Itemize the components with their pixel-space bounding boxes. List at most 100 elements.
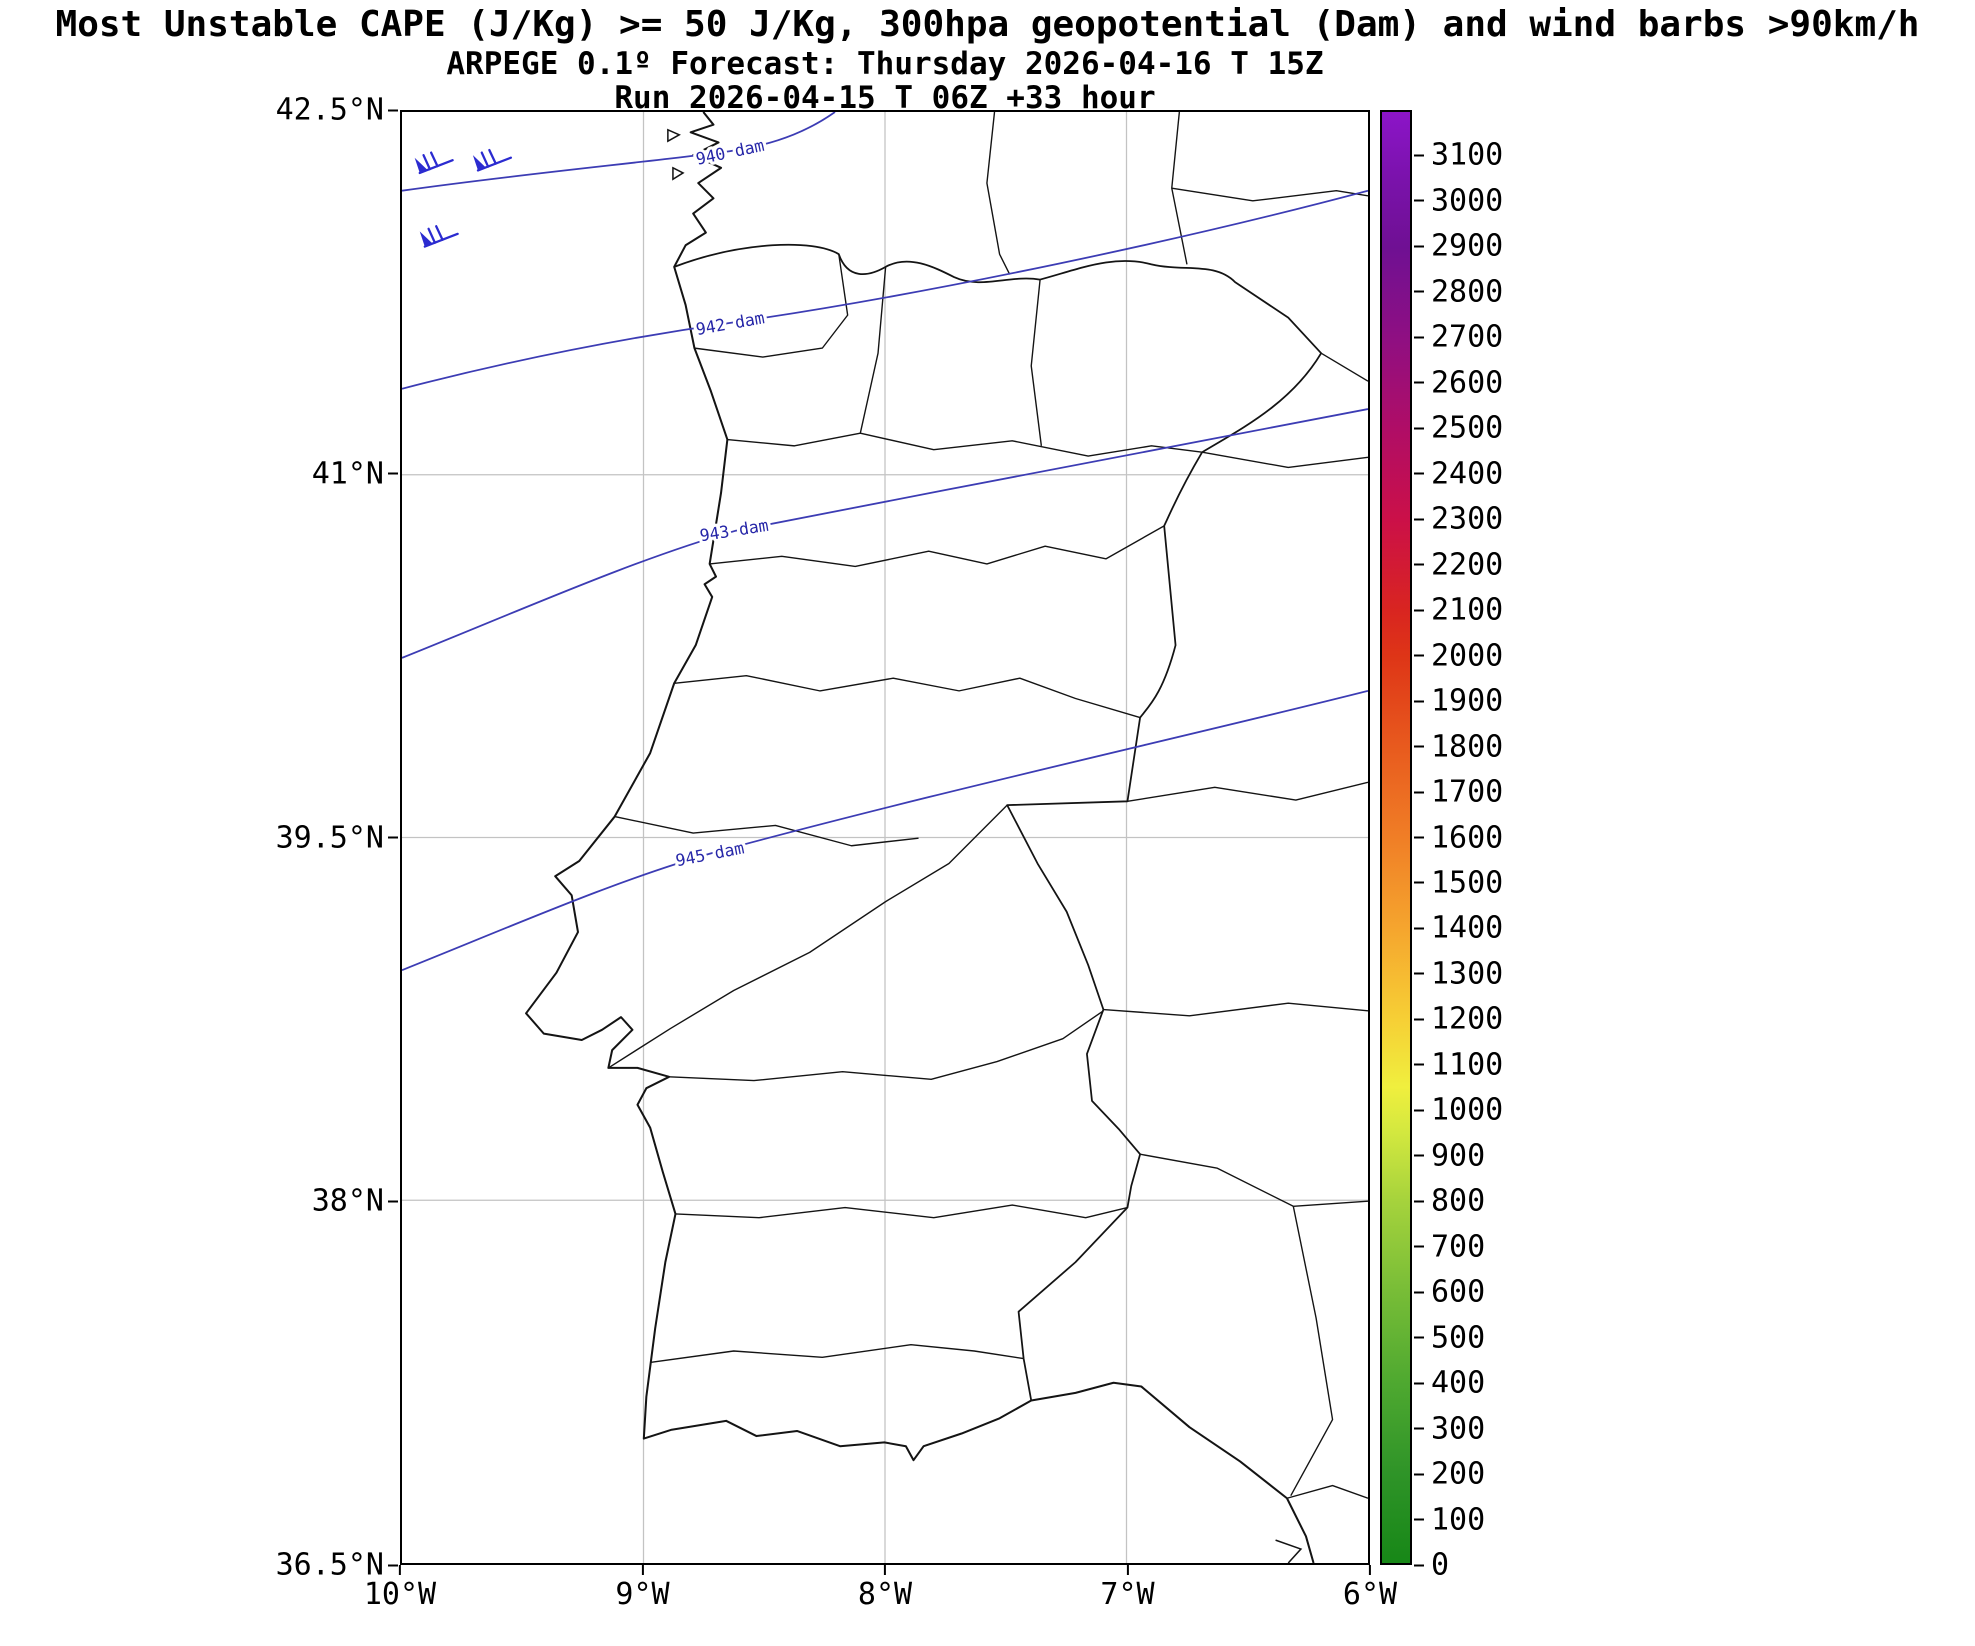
district-boundaries xyxy=(607,112,1368,1499)
lon-tick-label: 6°W xyxy=(1342,1577,1398,1612)
map-plot-area: 940 dam 942 dam 943 dam 945 dam xyxy=(400,110,1370,1565)
lat-tick-label: 41°N xyxy=(311,456,384,492)
colorbar-axis: 0 100 200 300 400 500 600 700 800 900 1000 1100 1200… xyxy=(1414,110,1634,1583)
lon-axis: 10°W 9°W 8°W 7°W 6°W xyxy=(364,1565,1397,1625)
colorbar-tick: 3100 xyxy=(1414,138,1503,173)
colorbar-tick: 1400 xyxy=(1414,911,1503,946)
lat-tick: 36.5°N xyxy=(276,1548,398,1583)
colorbar-tick-label: 500 xyxy=(1431,1320,1486,1356)
colorbar-tick-label: 2700 xyxy=(1431,319,1504,355)
colorbar-tick: 300 xyxy=(1414,1411,1485,1446)
colorbar-tick: 0 xyxy=(1414,1548,1449,1583)
wind-barb xyxy=(472,148,513,172)
colorbar-tick: 400 xyxy=(1414,1366,1485,1401)
colorbar-tick-label: 900 xyxy=(1431,1138,1486,1174)
colorbar-tick: 900 xyxy=(1414,1138,1485,1173)
colorbar-tick: 600 xyxy=(1414,1275,1485,1310)
lon-tick-label: 9°W xyxy=(615,1577,670,1612)
colorbar-tick-label: 3100 xyxy=(1431,137,1504,173)
colorbar-tick: 800 xyxy=(1414,1184,1485,1219)
colorbar-tick-label: 2400 xyxy=(1431,456,1504,492)
colorbar-tick: 3000 xyxy=(1414,183,1503,218)
lat-tick-label: 38°N xyxy=(311,1183,384,1219)
colorbar-tick-label: 1200 xyxy=(1431,1001,1504,1037)
colorbar xyxy=(1380,110,1412,1565)
colorbar-tick: 700 xyxy=(1414,1229,1485,1264)
colorbar-tick: 1800 xyxy=(1414,729,1503,764)
colorbar-tick: 1300 xyxy=(1414,956,1503,991)
colorbar-tick-label: 2900 xyxy=(1431,228,1504,264)
colorbar-tick-mark xyxy=(1414,1473,1424,1476)
contour-943-line xyxy=(402,408,1368,659)
colorbar-tick-mark xyxy=(1414,1427,1424,1430)
colorbar-tick-label: 1100 xyxy=(1431,1047,1504,1083)
colorbar-tick-mark xyxy=(1414,654,1424,657)
wind-barb xyxy=(414,151,454,175)
contour-940-label: 940 dam xyxy=(694,136,766,169)
colorbar-tick-label: 800 xyxy=(1431,1183,1486,1219)
colorbar-tick-mark xyxy=(1414,1336,1424,1339)
contour-942-label: 942 dam xyxy=(694,308,766,339)
colorbar-tick: 1600 xyxy=(1414,820,1503,855)
colorbar-tick: 100 xyxy=(1414,1502,1485,1537)
colorbar-tick-label: 2800 xyxy=(1431,274,1504,310)
colorbar-tick-mark xyxy=(1414,472,1424,475)
colorbar-tick-label: 2100 xyxy=(1431,592,1504,628)
colorbar-tick: 200 xyxy=(1414,1457,1485,1492)
colorbar-tick: 2400 xyxy=(1414,456,1503,491)
colorbar-tick-label: 2200 xyxy=(1431,547,1504,583)
colorbar-tick: 2000 xyxy=(1414,638,1503,673)
colorbar-tick: 2200 xyxy=(1414,547,1503,582)
colorbar-tick: 2600 xyxy=(1414,365,1503,400)
colorbar-tick-mark xyxy=(1414,700,1424,703)
lon-tick: 10°W xyxy=(364,1565,436,1612)
colorbar-tick: 2700 xyxy=(1414,320,1503,355)
colorbar-tick-mark xyxy=(1414,381,1424,384)
lat-tick-label: 42.5°N xyxy=(275,92,384,128)
coastline xyxy=(525,112,1315,1563)
lon-tick: 9°W xyxy=(615,1565,670,1612)
map-svg: 940 dam 942 dam 943 dam 945 dam xyxy=(402,112,1368,1563)
lon-tick-mark xyxy=(399,1565,401,1575)
colorbar-tick-label: 200 xyxy=(1431,1456,1486,1492)
lat-tick-mark xyxy=(388,109,398,111)
lon-tick-label: 8°W xyxy=(857,1577,913,1612)
lat-tick-mark xyxy=(388,1200,398,1203)
colorbar-tick-mark xyxy=(1414,1518,1424,1521)
lat-tick: 38°N xyxy=(312,1184,398,1219)
colorbar-tick-label: 1800 xyxy=(1431,729,1504,765)
contour-945-line xyxy=(402,690,1368,971)
colorbar-tick: 2100 xyxy=(1414,593,1503,628)
colorbar-tick-mark xyxy=(1414,791,1424,794)
contour-945-label: 945 dam xyxy=(674,838,746,870)
colorbar-tick: 500 xyxy=(1414,1320,1485,1355)
colorbar-tick-label: 300 xyxy=(1431,1411,1486,1447)
colorbar-tick-mark xyxy=(1414,154,1424,157)
lon-tick: 7°W xyxy=(1100,1565,1155,1612)
colorbar-tick: 1700 xyxy=(1414,775,1503,810)
colorbar-tick-label: 1300 xyxy=(1431,956,1504,992)
colorbar-tick-label: 2300 xyxy=(1431,501,1504,537)
lat-axis: 42.5°N 41°N 39.5°N 38°N 36.5°N xyxy=(0,93,398,1583)
colorbar-tick-label: 0 xyxy=(1431,1547,1450,1583)
colorbar-tick-mark xyxy=(1414,563,1424,566)
chart-title-line1: Most Unstable CAPE (J/Kg) >= 50 J/Kg, 30… xyxy=(55,4,1920,45)
colorbar-tick-mark xyxy=(1414,518,1424,521)
colorbar-tick-mark xyxy=(1414,199,1424,202)
colorbar-tick-mark xyxy=(1414,336,1424,339)
colorbar-tick-mark xyxy=(1414,1018,1424,1021)
lat-tick-mark xyxy=(388,472,398,475)
lon-tick-label: 7°W xyxy=(1100,1577,1155,1612)
colorbar-tick-mark xyxy=(1414,1200,1424,1203)
lon-tick-mark xyxy=(641,1565,644,1575)
colorbar-tick-mark xyxy=(1414,245,1424,248)
colorbar-tick-label: 1500 xyxy=(1431,865,1504,901)
wind-barb-layer xyxy=(414,148,513,248)
colorbar-tick-label: 2600 xyxy=(1431,365,1504,401)
colorbar-tick-mark xyxy=(1414,836,1424,839)
lat-tick: 41°N xyxy=(312,456,398,491)
colorbar-tick-mark xyxy=(1414,609,1424,612)
lat-tick-mark xyxy=(388,1564,398,1566)
colorbar-tick: 1900 xyxy=(1414,684,1503,719)
